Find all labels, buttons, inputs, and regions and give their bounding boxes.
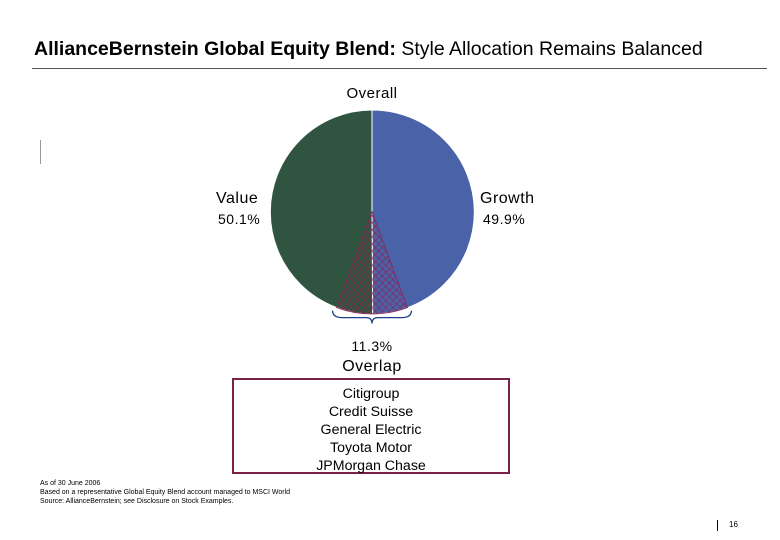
growth-percent: 49.9%	[483, 211, 526, 227]
pie-slice-overlap-hatch	[336, 210, 408, 315]
overlap-percent: 11.3%	[351, 338, 393, 354]
value-percent: 50.1%	[218, 211, 261, 227]
value-label: Value	[216, 190, 259, 207]
growth-label: Growth	[480, 190, 535, 207]
overlap-stock: JPMorgan Chase	[316, 458, 426, 474]
title-divider	[32, 68, 767, 69]
footnote-account: Based on a representative Global Equity …	[40, 489, 291, 496]
overlap-stock: General Electric	[320, 422, 422, 438]
overlap-stock: Toyota Motor	[329, 440, 412, 456]
pie-slice-growth	[371, 109, 475, 315]
overlap-stock: Citigroup	[342, 386, 400, 402]
overlap-stock: Credit Suisse	[328, 404, 414, 420]
title-bold: AllianceBernstein Global Equity Blend:	[34, 38, 396, 60]
footnote-source: Source: AllianceBernstein; see Disclosur…	[40, 498, 234, 505]
footnotes: As of 30 June 2006 Based on a representa…	[40, 479, 290, 506]
page-number: 16	[729, 520, 738, 529]
page-number-divider	[717, 520, 718, 531]
pie-slice-value	[269, 109, 374, 315]
footnote-date: As of 30 June 2006	[40, 480, 101, 487]
overlap-label: Overlap	[342, 358, 402, 375]
side-marker	[40, 140, 41, 164]
title-rest: Style Allocation Remains Balanced	[401, 38, 703, 60]
overlap-stocks-box: Citigroup Credit Suisse General Electric…	[232, 378, 510, 474]
chart-title: Overall	[346, 85, 398, 102]
page-title: AllianceBernstein Global Equity Blend: S…	[34, 38, 703, 61]
